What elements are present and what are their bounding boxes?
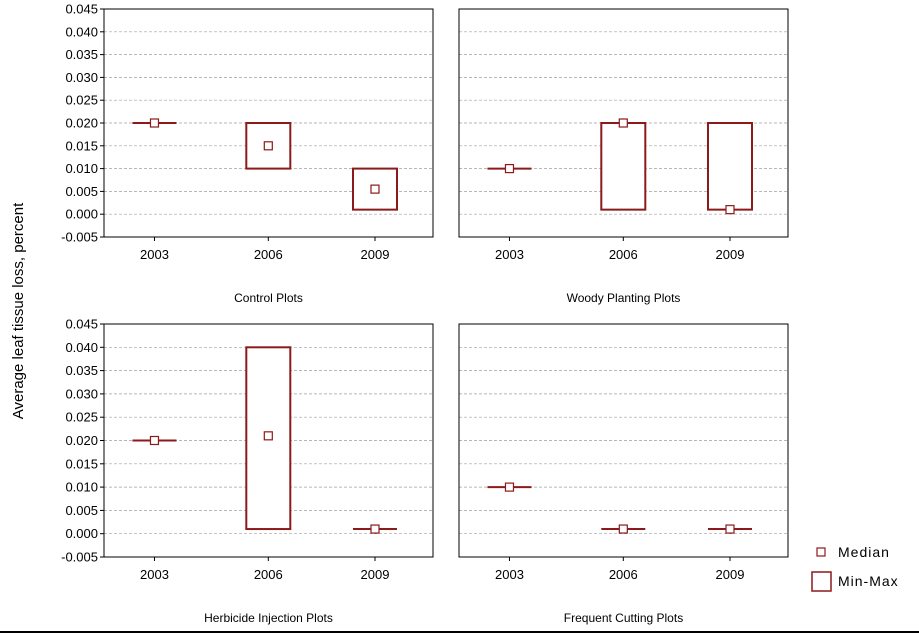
y-tick-label: 0.045 xyxy=(65,317,98,332)
median-marker xyxy=(725,205,735,215)
x-tick-label: 2003 xyxy=(140,247,169,262)
minmax-box xyxy=(351,167,398,211)
minmax-box xyxy=(706,122,753,211)
panel-3: 0.045 0.040 0.035 0.030 0.025 0.020 0.015 0.010… xyxy=(61,317,434,625)
y-tick-label: 0.015 xyxy=(65,138,98,153)
x-tick-label: 2009 xyxy=(361,247,390,262)
x-tick-label: 2006 xyxy=(609,567,638,582)
y-tick-label: 0.035 xyxy=(65,363,98,378)
y-tick-label: 0.010 xyxy=(65,161,98,176)
y-tick-label: 0.005 xyxy=(65,184,98,199)
median-marker xyxy=(725,524,735,534)
median-marker xyxy=(370,524,380,534)
x-tick-label: 2006 xyxy=(254,567,283,582)
x-tick-label: 2009 xyxy=(361,567,390,582)
median-marker xyxy=(504,164,515,174)
y-axis-label: Average leaf tissue loss, percent xyxy=(10,202,27,419)
y-tick-label: 0.030 xyxy=(65,70,98,85)
y-tick-label: 0.045 xyxy=(65,2,98,17)
y-tick-label: 0.025 xyxy=(65,410,98,425)
x-tick-label: 2003 xyxy=(495,247,524,262)
panel-title: Frequent Cutting Plots xyxy=(564,611,683,625)
panel-title: Woody Planting Plots xyxy=(567,291,681,305)
legend-minmax-label: Min-Max xyxy=(838,573,899,589)
median-marker xyxy=(149,435,160,446)
y-tick-label: 0.010 xyxy=(65,480,98,495)
panel-1: 0.045 0.040 0.035 0.030 0.025 0.020 0.015 0.010… xyxy=(61,2,434,305)
y-tick-label: 0.000 xyxy=(65,526,98,541)
y-tick-label: 0.040 xyxy=(65,24,98,39)
median-marker xyxy=(263,431,273,441)
y-tick-label: 0.020 xyxy=(65,433,98,448)
legend-median-label: Median xyxy=(838,544,890,560)
y-tick-label: 0.000 xyxy=(65,207,98,222)
panel-title: Herbicide Injection Plots xyxy=(204,611,333,625)
panel-4: 2003 2006 2009 Frequent Cutting Plots xyxy=(458,323,789,625)
legend-median-marker xyxy=(816,547,826,557)
x-tick-label: 2006 xyxy=(609,247,638,262)
x-tick-label: 2003 xyxy=(140,567,169,582)
median-marker xyxy=(149,118,160,128)
median-marker xyxy=(370,184,380,194)
panel-frame xyxy=(458,323,789,558)
y-tick-label: 0.035 xyxy=(65,47,98,62)
panel-2: 2003 2006 2009 Woody Planting Plots xyxy=(458,8,789,305)
median-marker xyxy=(618,118,628,128)
y-tick-label: 0.030 xyxy=(65,386,98,401)
x-tick-label: 2003 xyxy=(495,567,524,582)
y-tick-label: 0.020 xyxy=(65,116,98,131)
legend-minmax-marker xyxy=(811,571,832,592)
median-marker xyxy=(263,141,273,151)
y-tick-label: -0.005 xyxy=(61,230,98,245)
panel-title: Control Plots xyxy=(234,291,303,305)
legend: Median Min-Max xyxy=(811,544,899,592)
x-tick-label: 2009 xyxy=(716,567,745,582)
x-tick-label: 2006 xyxy=(254,247,283,262)
minmax-box xyxy=(600,122,647,211)
panels-layer: 0.045 0.040 0.035 0.030 0.025 0.020 0.015 0.010… xyxy=(61,2,789,625)
x-tick-label: 2009 xyxy=(716,247,745,262)
median-marker xyxy=(504,482,515,492)
y-tick-label: 0.015 xyxy=(65,456,98,471)
median-marker xyxy=(618,524,628,534)
y-tick-label: 0.040 xyxy=(65,340,98,355)
y-tick-label: -0.005 xyxy=(61,550,98,565)
y-tick-label: 0.005 xyxy=(65,503,98,518)
y-tick-label: 0.025 xyxy=(65,93,98,108)
